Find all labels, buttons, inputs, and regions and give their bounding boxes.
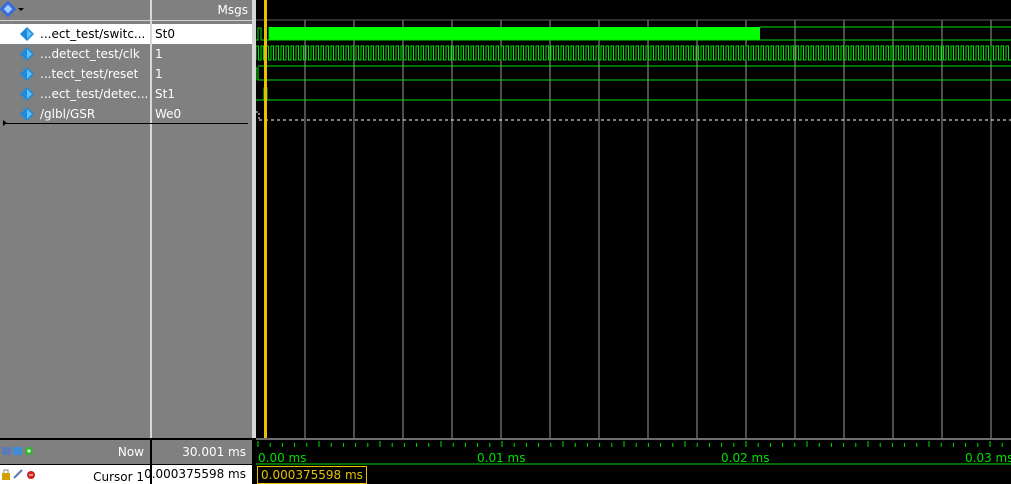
cursor-value-cell: 0.000375598 ms — [144, 465, 252, 484]
cursor-time: 0.000375598 ms — [261, 468, 363, 482]
cursor-value: 0.000375598 ms — [144, 467, 246, 481]
cursor-line[interactable] — [264, 0, 267, 438]
grid-lines — [304, 20, 992, 438]
signal-row-gsr[interactable]: /glbl/GSR — [0, 104, 150, 124]
now-row: Now — [0, 440, 150, 464]
signal-name: /glbl/GSR — [40, 107, 96, 121]
expand-arrow-icon[interactable] — [2, 119, 10, 127]
signal-value-switch: St0 — [152, 24, 252, 44]
signal-value-reset: 1 — [152, 64, 252, 84]
diamond-signal-icon — [20, 27, 34, 41]
values-header: Msgs — [152, 0, 252, 21]
names-header — [0, 0, 150, 21]
toolbar-small-icons[interactable] — [2, 445, 42, 459]
pane-divider[interactable] — [252, 0, 256, 484]
signal-value: 1 — [155, 67, 163, 81]
diamond-signal-icon — [20, 47, 34, 61]
cursor-tool-icons[interactable] — [2, 468, 42, 482]
diamond-signal-icon — [20, 67, 34, 81]
timeline-label: 0.03 ms — [965, 451, 1011, 465]
now-value: 30.001 ms — [182, 445, 246, 459]
signal-name: ...tect_test/reset — [40, 67, 139, 81]
wave-detect — [256, 87, 1011, 101]
signal-value: St1 — [155, 87, 175, 101]
signal-value-gsr: We0 — [152, 104, 252, 124]
signal-values-pane — [152, 0, 252, 438]
wave-clk — [256, 45, 1011, 61]
cursor-row[interactable]: Cursor 1 — [0, 465, 150, 484]
signal-row-clk[interactable]: ...detect_test/clk — [0, 44, 150, 64]
timeline-label: 0.02 ms — [721, 451, 770, 465]
now-value-cell: 30.001 ms — [152, 440, 252, 464]
wave-gsr — [256, 111, 1011, 121]
signal-value: St0 — [155, 27, 175, 41]
waveform-canvas[interactable] — [256, 0, 1011, 438]
wave-toolbar-icon[interactable] — [0, 0, 30, 20]
now-label: Now — [117, 445, 144, 459]
signal-name: ...ect_test/switc... — [40, 27, 146, 41]
diamond-signal-icon — [20, 107, 34, 121]
signal-value-clk: 1 — [152, 44, 252, 64]
cursor-label: Cursor 1 — [93, 470, 144, 484]
signal-value: We0 — [155, 107, 182, 121]
timeline-label: 0.00 ms — [258, 451, 307, 465]
pane-divider[interactable] — [150, 0, 152, 484]
wave-switch — [256, 26, 1011, 41]
wave-reset — [256, 65, 1011, 81]
signal-name: ...detect_test/clk — [40, 47, 140, 61]
timeline-label: 0.01 ms — [477, 451, 526, 465]
signal-row-reset[interactable]: ...tect_test/reset — [0, 64, 150, 84]
diamond-signal-icon — [20, 87, 34, 101]
signal-value: 1 — [155, 47, 163, 61]
cursor-time-box[interactable]: 0.000375598 ms — [257, 466, 367, 484]
signal-row-detect[interactable]: ...ect_test/detec... — [0, 84, 150, 104]
divider-line — [4, 123, 248, 124]
waveform-svg[interactable] — [256, 0, 1011, 438]
msgs-label: Msgs — [217, 3, 248, 17]
signal-row-switch[interactable]: ...ect_test/switc... — [0, 24, 150, 44]
timeline-ruler[interactable] — [256, 438, 1011, 468]
signal-name: ...ect_test/detec... — [40, 87, 149, 101]
signal-value-detect: St1 — [152, 84, 252, 104]
